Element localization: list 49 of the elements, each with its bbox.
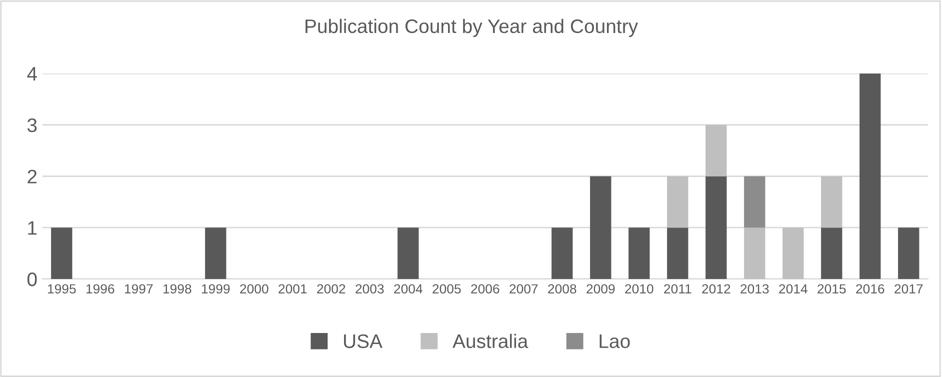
bar <box>706 176 727 279</box>
x-tick-label: 2015 <box>818 284 846 294</box>
bar <box>821 228 842 279</box>
bar <box>667 228 688 279</box>
x-tick-label: 2014 <box>779 284 808 294</box>
x-tick-label: 2009 <box>586 284 615 294</box>
x-tick-label: 2004 <box>394 284 422 294</box>
x-tick-label: 2001 <box>278 284 307 294</box>
bar <box>706 124 727 176</box>
bar <box>860 74 881 279</box>
bar <box>51 228 72 279</box>
x-tick-label: 1999 <box>202 284 230 294</box>
bar <box>628 228 650 279</box>
x-tick-label: 2016 <box>856 284 884 294</box>
x-tick-label: 2003 <box>356 284 384 294</box>
x-tick-label: 2005 <box>432 284 461 294</box>
bar <box>205 228 226 279</box>
bar <box>821 176 842 228</box>
x-tick-label: 1996 <box>86 284 114 294</box>
bar <box>552 228 573 279</box>
y-tick-label: 0 <box>27 272 37 286</box>
x-tick-label: 2017 <box>894 284 923 294</box>
x-tick-label: 2010 <box>625 284 654 294</box>
x-tick-label: 1997 <box>124 284 153 294</box>
legend-label: Lao <box>600 334 630 348</box>
x-tick-label: 2012 <box>702 284 730 294</box>
y-tick-label: 2 <box>28 170 37 184</box>
y-tick-label: 4 <box>27 67 37 81</box>
x-tick-label: 2008 <box>548 284 576 294</box>
x-tick-label: 2000 <box>240 284 268 294</box>
bar <box>744 228 766 279</box>
bar <box>590 176 612 279</box>
x-tick-label: 2007 <box>510 284 538 294</box>
legend-label: Australia <box>452 334 528 348</box>
x-tick-label: 2013 <box>740 284 769 294</box>
bar <box>898 228 920 279</box>
chart-title: Publication Count by Year and Country <box>306 18 638 37</box>
bar <box>398 228 419 279</box>
x-tick-label: 2002 <box>317 284 346 294</box>
y-tick-label: 1 <box>28 221 37 235</box>
x-tick-label: 1995 <box>48 284 76 294</box>
bar <box>744 176 766 228</box>
x-tick-label: 2006 <box>471 284 500 294</box>
legend-label: USA <box>344 334 382 348</box>
x-tick-label: 2011 <box>664 284 692 294</box>
bar <box>667 176 688 228</box>
y-tick-label: 3 <box>27 118 37 132</box>
bar <box>782 228 804 279</box>
x-tick-label: 1998 <box>163 284 192 294</box>
